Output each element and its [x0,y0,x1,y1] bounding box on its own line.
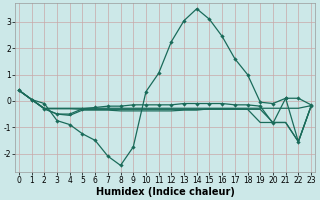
X-axis label: Humidex (Indice chaleur): Humidex (Indice chaleur) [96,187,235,197]
